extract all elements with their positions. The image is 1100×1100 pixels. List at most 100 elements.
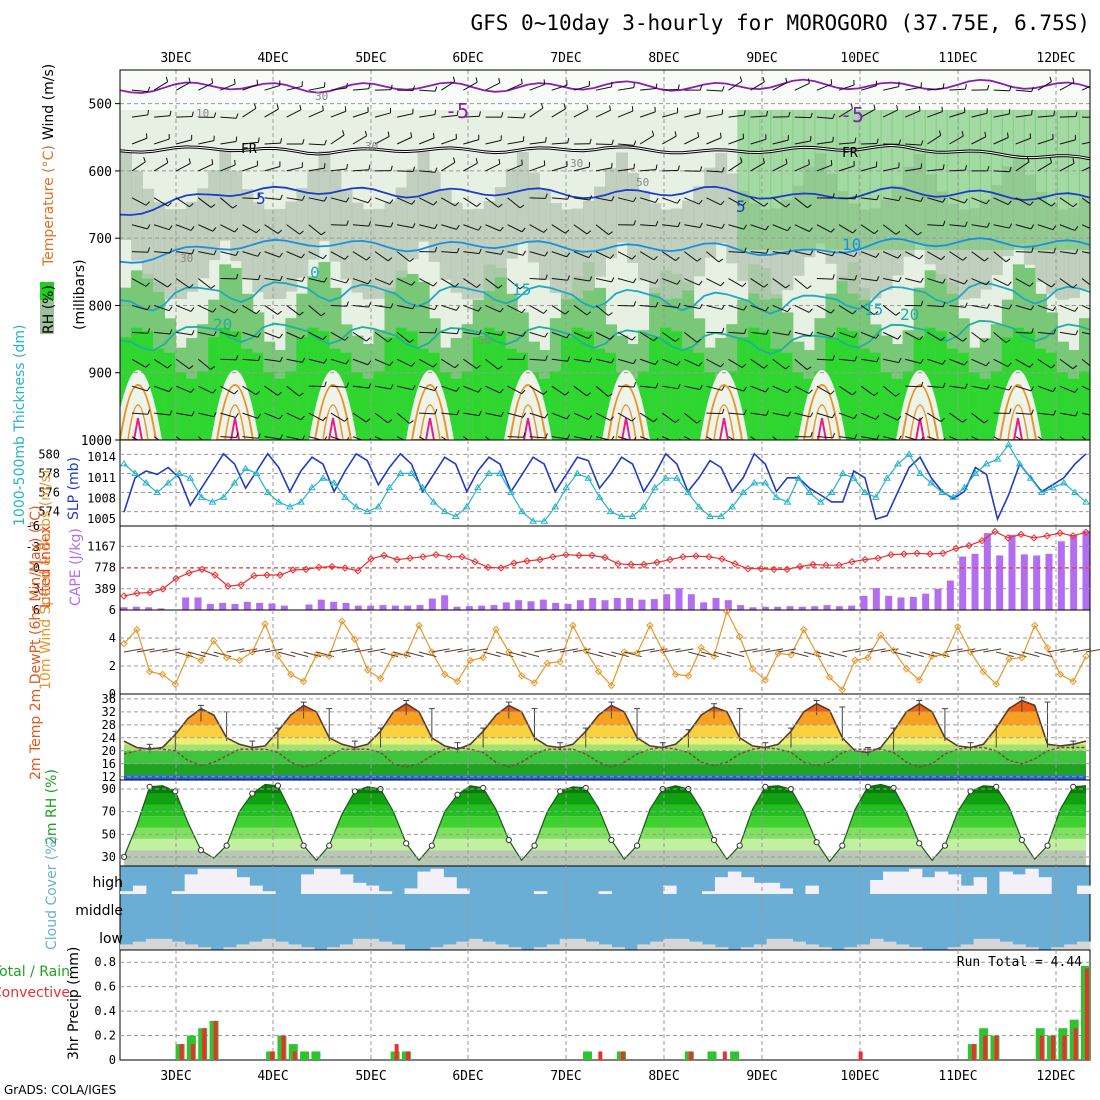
upper-wind-barb-flag [543, 228, 548, 233]
wind-barb-10m [483, 651, 501, 658]
upper-wind-barb-flag [367, 198, 372, 204]
wind-barb-10m [675, 648, 694, 653]
upper-wind-barb-flag [235, 412, 239, 418]
li-point [692, 552, 700, 560]
upper-wind-barb-flag [279, 434, 283, 440]
upper-wind-barb [927, 134, 942, 145]
thickness-point [872, 493, 880, 500]
upper-wind-barb [175, 436, 182, 440]
upper-wind-barb-flag [655, 164, 658, 170]
upper-wind-barb [131, 331, 149, 334]
upper-wind-barb [949, 224, 966, 227]
wind-speed-point [569, 621, 577, 630]
thickness-point [595, 493, 604, 500]
precip-marks [175, 965, 1090, 1060]
wind-speed-point [197, 656, 205, 665]
temp-contour-30 [909, 404, 931, 440]
upper-wind-barb-flag [409, 339, 414, 343]
li-point [315, 563, 323, 572]
rh-point [1018, 836, 1025, 844]
upper-wind-barb-flag [832, 193, 835, 199]
upper-wind-barb [264, 108, 279, 118]
upper-wind-barb-flag [586, 311, 592, 316]
upper-wind-barb-flag [586, 392, 591, 397]
upper-wind-barb-flag [253, 103, 257, 109]
upper-wind-barb [927, 168, 944, 172]
temp-contour-35 [328, 417, 338, 440]
upper-wind-barb-flag [744, 328, 747, 334]
li-point [575, 551, 583, 560]
wind-barb-10m [188, 651, 206, 658]
upper-wind-barb-flag [633, 82, 635, 88]
upper-wind-barb [419, 114, 436, 118]
upper-wind-barb-flag [1030, 305, 1035, 311]
cloud-cover-low [572, 938, 587, 950]
cape-bar [441, 595, 449, 610]
thickness-point [772, 493, 781, 500]
upper-wind-barb [662, 385, 679, 390]
cloud-cover-high [805, 885, 819, 894]
upper-wind-barb [463, 278, 477, 288]
cape-bar [811, 606, 819, 610]
upper-wind-barb-flag [498, 203, 503, 208]
cape-bar [983, 533, 991, 610]
wind-barb-10m [252, 648, 271, 653]
wind-speed-point [966, 648, 975, 656]
upper-wind-barb [330, 278, 347, 284]
cape-tick-label: 778 [94, 561, 116, 575]
upper-wind-barb-flag [964, 198, 968, 204]
cloud-cover-low [495, 944, 509, 950]
upper-wind-barb [838, 278, 855, 281]
upper-wind-barb-flag [1096, 389, 1099, 393]
slp-panel-frame [119, 439, 1091, 527]
upper-wind-barb-flag [369, 438, 372, 440]
upper-wind-barb-flag [633, 301, 637, 307]
upper-wind-barb [131, 358, 147, 368]
upper-wind-barb-flag [346, 220, 349, 226]
rh-band [124, 838, 1086, 851]
wind-speed-point [1069, 677, 1077, 686]
cloud-cover-low [378, 941, 393, 950]
wind-barb-10m [316, 651, 334, 658]
li-point [913, 549, 921, 558]
upper-wind-barb-flag [876, 357, 880, 362]
upper-wind-barb-flag [434, 246, 438, 253]
rh-band-mid [329, 171, 342, 262]
upper-wind-barb [661, 331, 676, 342]
li-point [380, 551, 388, 560]
li-tick-label: 6 [33, 603, 40, 617]
cape-bar [243, 601, 251, 610]
upper-wind-barb [441, 412, 458, 416]
upper-wind-barb-flag [279, 252, 283, 258]
li-point [822, 561, 830, 569]
upper-wind-barb-flag [852, 310, 857, 315]
upper-wind-barb-flag [213, 112, 217, 118]
upper-wind-barb-flag [190, 226, 195, 231]
li-point [562, 550, 570, 559]
upper-wind-barb [198, 140, 215, 145]
upper-wind-barb [131, 197, 147, 206]
upper-wind-barb-flag [608, 231, 613, 235]
upper-wind-barb [264, 278, 281, 281]
upper-wind-barb [176, 116, 193, 118]
rh-band-wet [693, 352, 706, 440]
cape-axis-label: CAPE (J/kg) [68, 528, 84, 606]
upper-wind-barb-flag [831, 413, 836, 419]
upper-wind-barb [485, 251, 502, 255]
upper-wind-barb [1015, 278, 1030, 287]
rh-band-mid [516, 152, 529, 243]
wind-speed-point [492, 625, 500, 634]
li-point [185, 569, 193, 577]
cloud-cover-low [236, 944, 250, 950]
upper-wind-barb-flag [188, 365, 194, 370]
upper-wind-barb-flag [168, 387, 173, 392]
upper-wind-barb-flag [233, 78, 236, 84]
rh-band-upper [803, 110, 816, 250]
upper-wind-barb-flag [346, 437, 350, 440]
thickness-point [661, 474, 670, 481]
cape-bar [1008, 534, 1016, 610]
upper-wind-barb [352, 169, 369, 172]
upper-wind-barb [441, 162, 456, 172]
upper-wind-barb-flag [167, 283, 172, 288]
